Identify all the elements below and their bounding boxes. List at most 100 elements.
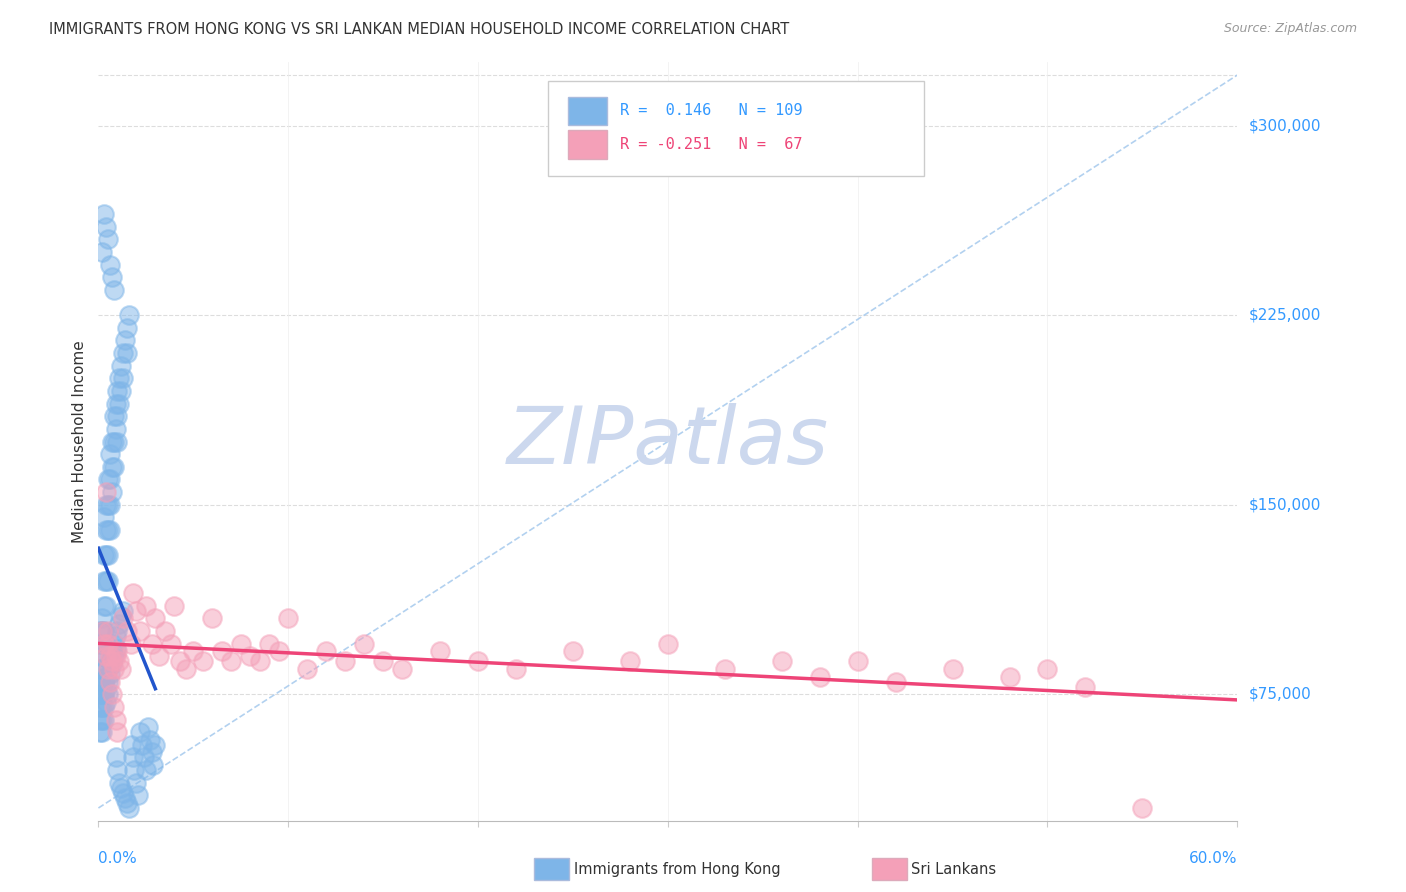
Text: 60.0%: 60.0% — [1189, 851, 1237, 866]
Point — [89, 713, 111, 727]
Point — [249, 655, 271, 669]
Point — [100, 434, 122, 449]
Point — [107, 384, 129, 398]
Point — [267, 644, 290, 658]
Text: Source: ZipAtlas.com: Source: ZipAtlas.com — [1223, 22, 1357, 36]
Point — [107, 409, 129, 424]
FancyBboxPatch shape — [548, 81, 924, 177]
Point — [89, 649, 111, 664]
Text: $300,000: $300,000 — [1249, 118, 1320, 133]
Point — [89, 624, 111, 639]
Point — [115, 346, 138, 360]
Point — [93, 207, 115, 221]
Point — [91, 713, 114, 727]
Text: $150,000: $150,000 — [1249, 497, 1320, 512]
Point — [120, 637, 142, 651]
Point — [100, 657, 122, 671]
Point — [108, 616, 131, 631]
Point — [103, 649, 125, 664]
Point — [93, 624, 115, 639]
Point — [108, 776, 131, 790]
Point — [259, 637, 281, 651]
Point — [121, 586, 143, 600]
Text: R = -0.251   N =  67: R = -0.251 N = 67 — [620, 136, 803, 152]
Point — [98, 667, 121, 681]
Point — [100, 644, 122, 658]
Point — [141, 637, 163, 651]
Point — [104, 396, 127, 410]
Point — [100, 459, 122, 474]
Point — [100, 687, 122, 701]
Point — [505, 662, 527, 676]
Point — [107, 725, 129, 739]
Point — [100, 485, 122, 500]
Point — [221, 655, 243, 669]
Point — [884, 674, 907, 689]
Point — [714, 662, 737, 676]
Point — [148, 649, 170, 664]
Point — [125, 776, 148, 790]
Point — [129, 624, 152, 639]
Bar — [568, 96, 607, 126]
Point — [91, 649, 114, 664]
Point — [118, 308, 141, 322]
Point — [998, 669, 1021, 683]
Point — [562, 644, 585, 658]
Point — [112, 604, 135, 618]
Point — [201, 611, 224, 625]
Point — [1132, 801, 1154, 815]
Point — [942, 662, 965, 676]
Point — [112, 786, 135, 800]
Point — [1074, 680, 1097, 694]
Point — [110, 608, 132, 623]
Point — [94, 523, 117, 537]
Point — [297, 662, 319, 676]
Point — [103, 409, 125, 424]
Point — [131, 738, 153, 752]
Point — [103, 283, 125, 297]
Point — [89, 637, 111, 651]
Point — [371, 655, 394, 669]
Point — [120, 738, 142, 752]
Point — [1036, 662, 1059, 676]
Point — [97, 662, 120, 676]
Point — [93, 713, 115, 727]
Point — [91, 662, 114, 676]
Point — [93, 510, 115, 524]
Point — [110, 384, 132, 398]
Point — [277, 611, 299, 625]
Point — [98, 447, 121, 461]
Text: IMMIGRANTS FROM HONG KONG VS SRI LANKAN MEDIAN HOUSEHOLD INCOME CORRELATION CHAR: IMMIGRANTS FROM HONG KONG VS SRI LANKAN … — [49, 22, 789, 37]
Point — [91, 699, 114, 714]
Point — [93, 599, 115, 613]
Point — [136, 720, 159, 734]
Point — [97, 473, 120, 487]
Point — [97, 523, 120, 537]
Point — [97, 548, 120, 563]
Point — [114, 791, 136, 805]
Point — [112, 371, 135, 385]
Point — [103, 699, 125, 714]
Point — [104, 629, 127, 643]
Point — [94, 599, 117, 613]
Point — [89, 699, 111, 714]
Point — [97, 687, 120, 701]
Point — [153, 624, 176, 639]
Point — [97, 662, 120, 676]
Point — [353, 637, 375, 651]
Point — [98, 498, 121, 512]
Point — [239, 649, 262, 664]
Point — [159, 637, 181, 651]
Point — [135, 763, 157, 777]
Point — [108, 655, 131, 669]
Point — [104, 750, 127, 764]
Point — [93, 687, 115, 701]
Point — [211, 644, 233, 658]
Point — [114, 334, 136, 348]
Point — [97, 624, 120, 639]
Point — [169, 655, 191, 669]
Point — [183, 644, 205, 658]
Point — [127, 789, 149, 803]
Point — [229, 637, 252, 651]
Point — [467, 655, 489, 669]
